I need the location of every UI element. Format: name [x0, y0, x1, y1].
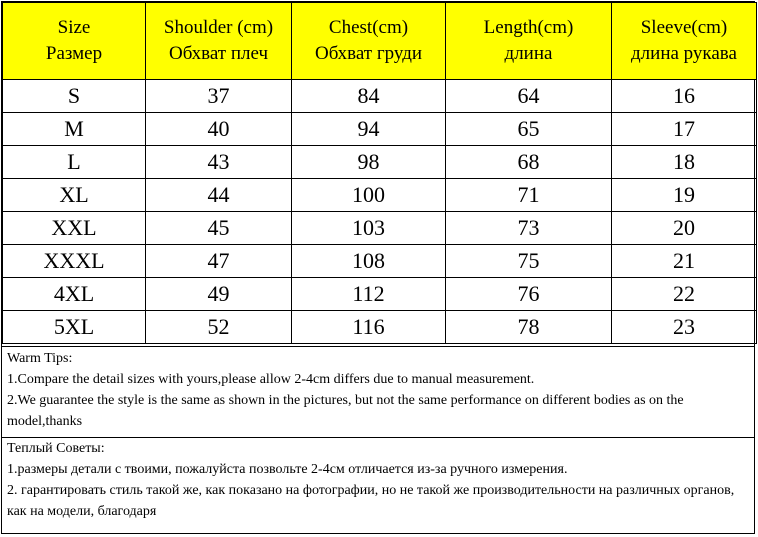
tips-line-ru-2: 2. гарантировать стиль такой же, как пок… — [7, 483, 735, 519]
cell-chest: 108 — [291, 244, 446, 278]
cell-shoulder: 43 — [145, 145, 292, 179]
header-chest-en: Chest(cm) — [328, 17, 409, 38]
cell-chest: 100 — [291, 178, 446, 212]
cell-size: L — [2, 145, 146, 179]
cell-size: 4XL — [2, 277, 146, 311]
header-chest-ru: Обхват груди — [314, 43, 423, 64]
cell-chest: 98 — [291, 145, 446, 179]
cell-size: M — [2, 112, 146, 146]
table-row: XXXL 47 108 75 21 — [2, 244, 757, 278]
table-row: 4XL 49 112 76 22 — [2, 277, 757, 311]
cell-shoulder: 47 — [145, 244, 292, 278]
cell-shoulder: 49 — [145, 277, 292, 311]
cell-sleeve: 20 — [611, 211, 757, 245]
cell-size: S — [2, 79, 146, 113]
cell-sleeve: 22 — [611, 277, 757, 311]
header-length-ru: длина — [504, 43, 553, 64]
tips-line-en-2: 2.We guarantee the style is the same as … — [7, 393, 684, 429]
cell-chest: 84 — [291, 79, 446, 113]
size-table: Size Размер Shoulder (cm) Обхват плеч Ches… — [2, 2, 757, 344]
header-sleeve: Sleeve(cm) длина рукава — [611, 2, 757, 80]
cell-length: 76 — [445, 277, 612, 311]
cell-length: 75 — [445, 244, 612, 278]
cell-size: 5XL — [2, 310, 146, 344]
cell-shoulder: 37 — [145, 79, 292, 113]
cell-length: 64 — [445, 79, 612, 113]
warm-tips-russian: Теплый Советы: 1.размеры детали с твоими… — [2, 438, 754, 534]
cell-length: 68 — [445, 145, 612, 179]
cell-sleeve: 21 — [611, 244, 757, 278]
header-shoulder-ru: Обхват плеч — [168, 43, 269, 64]
cell-shoulder: 45 — [145, 211, 292, 245]
cell-size: XXL — [2, 211, 146, 245]
cell-sleeve: 16 — [611, 79, 757, 113]
cell-size: XXXL — [2, 244, 146, 278]
cell-size: XL — [2, 178, 146, 212]
cell-shoulder: 52 — [145, 310, 292, 344]
header-size-en: Size — [57, 17, 91, 38]
cell-chest: 112 — [291, 277, 446, 311]
warm-tips-english: Warm Tips: 1.Compare the detail sizes wi… — [2, 347, 754, 438]
table-row: XL 44 100 71 19 — [2, 178, 757, 212]
header-row: Size Размер Shoulder (cm) Обхват плеч Ches… — [2, 2, 757, 80]
cell-shoulder: 40 — [145, 112, 292, 146]
tips-title-ru: Теплый Советы: — [7, 441, 105, 456]
table-divider — [2, 344, 754, 347]
cell-chest: 94 — [291, 112, 446, 146]
table-row: L 43 98 68 18 — [2, 145, 757, 179]
cell-length: 78 — [445, 310, 612, 344]
cell-length: 65 — [445, 112, 612, 146]
header-sleeve-ru: длина рукава — [631, 43, 737, 64]
header-shoulder: Shoulder (cm) Обхват плеч — [145, 2, 292, 80]
header-size: Size Размер — [2, 2, 146, 80]
cell-chest: 103 — [291, 211, 446, 245]
cell-chest: 116 — [291, 310, 446, 344]
table-row: M 40 94 65 17 — [2, 112, 757, 146]
tips-line-en-1: 1.Compare the detail sizes with yours,pl… — [7, 372, 535, 387]
header-chest: Chest(cm) Обхват груди — [291, 2, 446, 80]
tips-line-ru-1: 1.размеры детали с твоими, пожалуйста по… — [7, 462, 568, 477]
cell-length: 71 — [445, 178, 612, 212]
header-length-en: Length(cm) — [483, 17, 574, 38]
header-size-ru: Размер — [45, 43, 103, 64]
tips-title-en: Warm Tips: — [7, 351, 73, 366]
cell-sleeve: 19 — [611, 178, 757, 212]
cell-sleeve: 17 — [611, 112, 757, 146]
table-row: S 37 84 64 16 — [2, 79, 757, 113]
cell-shoulder: 44 — [145, 178, 292, 212]
header-length: Length(cm) длина — [445, 2, 612, 80]
cell-length: 73 — [445, 211, 612, 245]
cell-sleeve: 23 — [611, 310, 757, 344]
header-shoulder-en: Shoulder (cm) — [163, 17, 274, 38]
header-sleeve-en: Sleeve(cm) — [640, 17, 728, 38]
cell-sleeve: 18 — [611, 145, 757, 179]
table-row: 5XL 52 116 78 23 — [2, 310, 757, 344]
table-row: XXL 45 103 73 20 — [2, 211, 757, 245]
